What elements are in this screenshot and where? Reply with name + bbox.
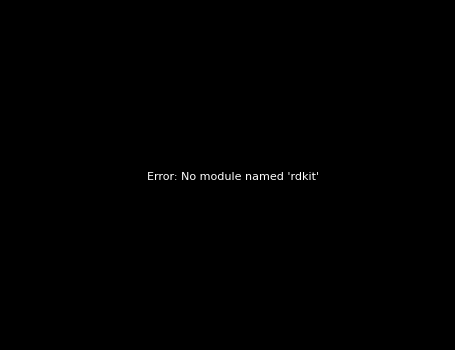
Text: Error: No module named 'rdkit': Error: No module named 'rdkit' [147,172,319,182]
